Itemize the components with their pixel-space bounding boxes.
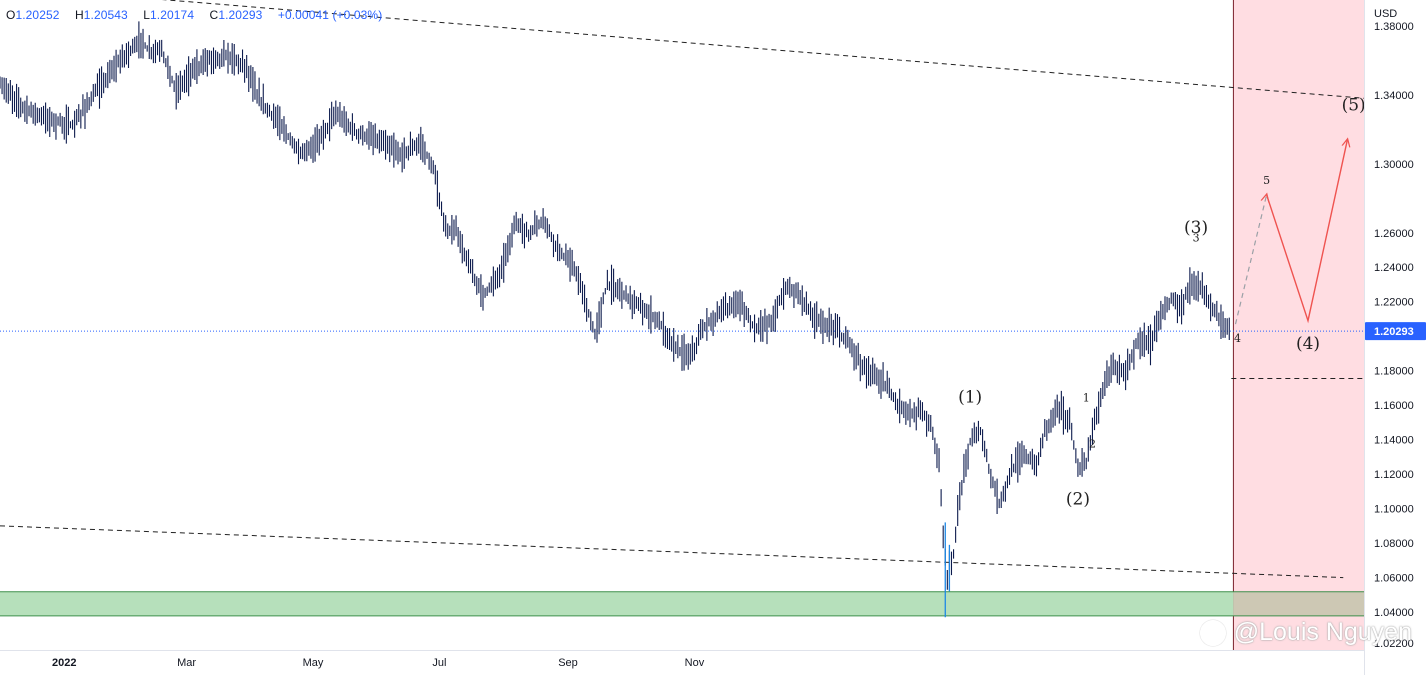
x-tick-label: Nov	[685, 657, 705, 669]
y-tick-label: 1.24000	[1374, 262, 1414, 274]
wave-label: (4)	[1296, 334, 1320, 354]
y-tick-label: 1.26000	[1374, 228, 1414, 240]
axis-unit-label: USD	[1374, 8, 1397, 20]
y-tick-label: 1.08000	[1374, 538, 1414, 550]
y-tick-label: 1.12000	[1374, 469, 1414, 481]
wave-label: (2)	[1066, 489, 1090, 509]
x-tick-label: Mar	[177, 657, 196, 669]
channel-line-2	[0, 525, 1344, 579]
wave-label: 5	[1263, 174, 1270, 187]
weibo-icon	[1199, 619, 1226, 646]
forecast-zone	[1233, 0, 1364, 650]
wave-label: (3)	[1184, 218, 1208, 238]
current-price-label: 1.20293	[1374, 326, 1414, 338]
wave-label: (5)	[1342, 95, 1366, 115]
high-value: 1.20543	[83, 8, 128, 22]
watermark-text: @Louis Nguyen	[1233, 618, 1412, 646]
y-tick-label: 1.16000	[1374, 400, 1414, 412]
low-key: L	[143, 8, 151, 22]
open-key: O	[6, 8, 16, 22]
close-value: 1.20293	[218, 8, 263, 22]
x-tick-label: 2022	[52, 657, 76, 669]
wave-label: 3	[1193, 231, 1200, 244]
y-tick-label: 1.34000	[1374, 90, 1414, 102]
current-price-badge	[1365, 322, 1426, 341]
x-tick-label: May	[303, 657, 324, 669]
ohlc-legend: O1.20252 H1.20543 L1.20174 C1.20293 +0.0…	[6, 8, 388, 22]
price-bars	[0, 21, 1230, 591]
y-tick-label: 1.18000	[1374, 366, 1414, 378]
author-watermark: @Louis Nguyen	[1199, 618, 1412, 647]
close-key: C	[209, 8, 219, 22]
y-tick-label: 1.22000	[1374, 297, 1414, 309]
projection-dashed	[1234, 195, 1267, 325]
open-value: 1.20252	[15, 8, 60, 22]
wave-label: 4	[1234, 332, 1241, 345]
y-tick-label: 1.38000	[1374, 21, 1414, 33]
wave-label: 1	[1083, 392, 1090, 405]
wave-label: 2	[1089, 437, 1096, 450]
wave-label: (1)	[958, 388, 982, 408]
low-value: 1.20174	[150, 8, 195, 22]
y-tick-label: 1.10000	[1374, 504, 1414, 516]
y-tick-label: 1.04000	[1374, 607, 1414, 619]
x-tick-label: Jul	[432, 657, 446, 669]
time-axis: 2022 Mar May Jul Sep Nov	[0, 650, 1364, 669]
high-key: H	[74, 8, 84, 22]
projection-solid	[1265, 140, 1348, 324]
channel-line-1	[161, 0, 1364, 99]
y-tick-label: 1.30000	[1374, 159, 1414, 171]
y-tick-label: 1.06000	[1374, 573, 1414, 585]
change-value: +0.00041 (+0.03%)	[277, 8, 383, 22]
support-zone-forecast	[1233, 591, 1364, 616]
y-tick-label: 1.02200	[1374, 638, 1414, 650]
y-tick-label: 1.14000	[1374, 435, 1414, 447]
plot-area: (1) (2) (3) (4) (5) 1 2 3 4 5	[0, 0, 1366, 650]
support-zone	[0, 591, 1234, 616]
x-tick-label: Sep	[558, 657, 578, 669]
